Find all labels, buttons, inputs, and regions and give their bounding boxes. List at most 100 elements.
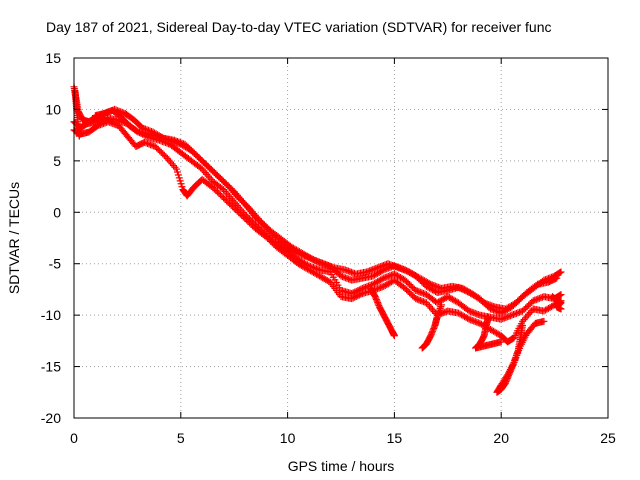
data-point — [195, 154, 203, 162]
x-axis-label: GPS time / hours — [288, 458, 395, 474]
data-point — [371, 293, 379, 301]
data-point — [213, 188, 221, 196]
data-point — [409, 284, 417, 292]
x-tick-label: 0 — [70, 430, 78, 446]
data-point — [325, 277, 333, 285]
data-point — [431, 321, 439, 329]
y-tick-label: -20 — [41, 410, 61, 426]
data-point — [406, 289, 414, 297]
data-point — [218, 176, 226, 184]
data-point — [156, 147, 164, 155]
data-point — [239, 213, 247, 221]
data-point — [557, 268, 565, 276]
data-point — [234, 194, 242, 202]
data-point — [512, 299, 520, 307]
data-point — [268, 239, 276, 247]
data-point — [206, 174, 214, 182]
data-point — [176, 177, 184, 185]
data-point — [218, 192, 226, 200]
y-tick-label: -10 — [41, 307, 61, 323]
data-point — [178, 183, 186, 191]
data-point — [244, 203, 252, 211]
data-point — [256, 217, 264, 225]
data-point — [187, 146, 195, 154]
data-point — [407, 290, 415, 298]
data-point — [373, 297, 381, 305]
series-branch-19 — [472, 313, 505, 352]
data-point — [418, 344, 426, 352]
data-point — [166, 158, 174, 166]
data-point — [372, 294, 380, 302]
data-point — [221, 195, 229, 203]
data-point — [404, 279, 412, 287]
data-point — [522, 304, 530, 312]
data-point — [464, 314, 472, 322]
plot-frame — [73, 57, 609, 419]
y-tick-label: -5 — [49, 256, 62, 272]
data-point — [497, 338, 505, 346]
data-point — [403, 278, 411, 286]
data-point — [134, 128, 142, 136]
grid — [74, 58, 608, 418]
data-point — [374, 299, 382, 307]
data-point — [140, 131, 148, 139]
data-point — [173, 165, 181, 173]
series-track-a — [70, 83, 565, 317]
data-point — [525, 301, 533, 309]
data-point — [265, 236, 273, 244]
chart-title: Day 187 of 2021, Sidereal Day-to-day VTE… — [46, 19, 552, 35]
data-point — [233, 207, 241, 215]
y-tick-label: 0 — [53, 204, 61, 220]
data-point — [308, 255, 316, 263]
y-axis-label: SDTVAR / TECUs — [6, 182, 22, 294]
data-point — [374, 300, 382, 308]
data-point — [219, 177, 227, 185]
data-point — [401, 284, 409, 292]
data-point — [242, 216, 250, 224]
data-point — [348, 295, 356, 303]
data-point — [238, 212, 246, 220]
data-point — [349, 294, 357, 302]
data-point — [526, 300, 534, 308]
data-point — [190, 149, 198, 157]
data-point — [203, 170, 211, 178]
ticks: 0 5 10 15 20 25 -20 -15 -10 -5 0 5 10 15 — [41, 50, 616, 446]
data-point — [378, 275, 386, 283]
data-point — [169, 162, 177, 170]
data-point — [532, 281, 540, 289]
data-point — [260, 221, 268, 229]
data-point — [523, 312, 531, 320]
data-point — [154, 145, 162, 153]
data-point — [522, 314, 530, 322]
data-point — [199, 158, 207, 166]
data-point — [517, 294, 525, 302]
data-point — [244, 217, 252, 225]
data-point — [216, 174, 224, 182]
data-point — [210, 168, 218, 176]
y-tick-label: 10 — [45, 101, 61, 117]
data-point — [270, 240, 278, 248]
data-point — [75, 132, 83, 140]
data-point — [175, 174, 183, 182]
data-point — [525, 310, 533, 318]
data-point — [204, 172, 212, 180]
y-tick-label: 15 — [45, 50, 61, 66]
data-point — [160, 151, 168, 159]
data-point — [226, 200, 234, 208]
data-point — [528, 307, 536, 315]
data-point — [212, 170, 220, 178]
x-tick-label: 20 — [493, 430, 509, 446]
data-point — [192, 151, 200, 159]
data-point — [540, 317, 548, 325]
data-point — [409, 292, 417, 300]
data-point — [201, 160, 209, 168]
data-point — [264, 234, 272, 242]
data-point — [352, 292, 360, 300]
data-point — [186, 145, 194, 153]
data-point — [158, 133, 166, 141]
data-point — [267, 237, 275, 245]
data-point — [153, 144, 161, 152]
data-point — [403, 286, 411, 294]
series-branch-20 — [493, 317, 548, 396]
data-point — [241, 214, 249, 222]
